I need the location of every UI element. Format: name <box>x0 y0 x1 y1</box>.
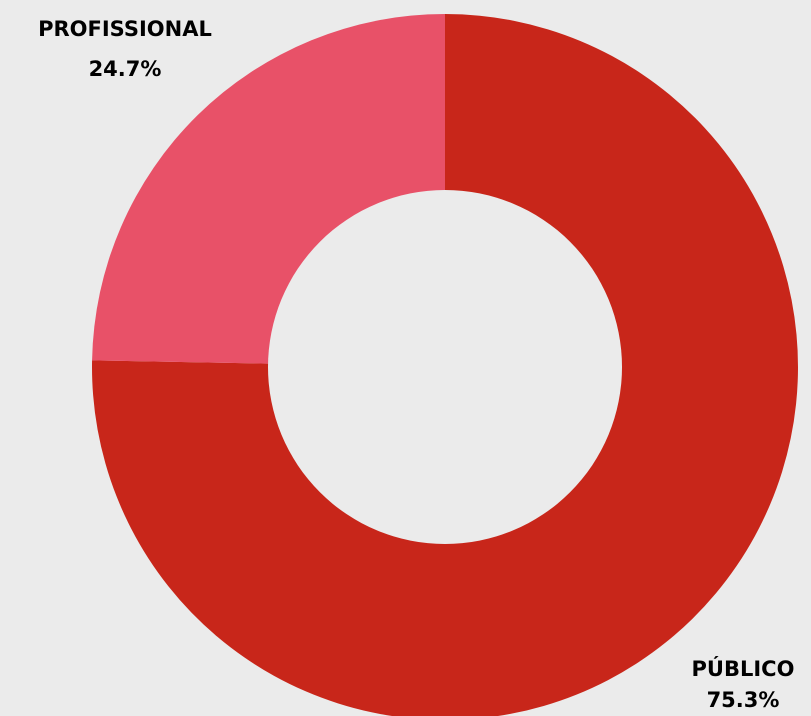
slice-label-publico-value: 75.3% <box>707 688 780 712</box>
slice-labels: PÚBLICO 75.3% PROFISSIONAL 24.7% <box>38 17 794 712</box>
slice-publico <box>92 14 798 716</box>
slice-label-publico-name: PÚBLICO <box>692 656 795 681</box>
slice-label-profissional-name: PROFISSIONAL <box>38 17 212 41</box>
donut-hole <box>268 190 622 544</box>
slice-label-profissional-value: 24.7% <box>89 57 162 81</box>
